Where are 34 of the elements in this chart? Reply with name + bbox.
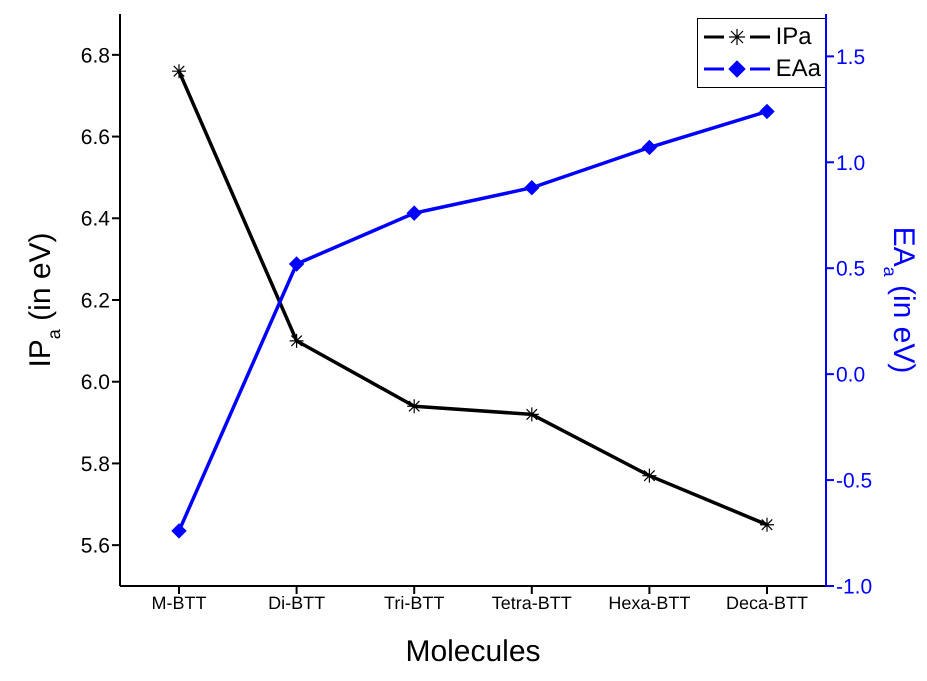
point (171, 64, 187, 79)
point (759, 517, 775, 532)
x-axis-title: Molecules (405, 635, 541, 668)
x-tick-label: Tri-BTT (384, 592, 444, 613)
point (642, 468, 657, 484)
y-tick-label: 6.8 (80, 44, 110, 68)
point (524, 180, 540, 196)
x-tick-label: Tetra-BTT (492, 592, 572, 613)
legend-label: IPa (776, 23, 812, 51)
y2-tick-label: 0.5 (836, 258, 866, 281)
y2-tick-label: 0.0 (836, 364, 866, 387)
point (406, 206, 422, 221)
legend-label: EAa (776, 55, 821, 83)
point (760, 104, 774, 119)
y-tick-label: 6.6 (80, 126, 110, 150)
y-tick-label: 6.0 (80, 371, 110, 394)
point (642, 140, 657, 155)
y-tick-label: 6.2 (80, 289, 110, 312)
x-tick-label: Di-BTT (268, 592, 326, 613)
y-tick-label: 5.6 (80, 534, 110, 558)
y2-tick-label: 1.0 (836, 152, 866, 175)
point (289, 333, 304, 348)
y2-tick-label: -1.0 (836, 575, 872, 598)
y2-tick-label: 1.5 (836, 46, 866, 69)
point (172, 523, 186, 538)
point (524, 406, 540, 422)
y2-tick-label: -0.5 (836, 470, 872, 493)
y-tick-label: 6.4 (80, 208, 110, 231)
point (289, 256, 304, 272)
x-tick-label: Hexa-BTT (608, 592, 690, 613)
y-tick-label: 5.8 (80, 452, 110, 476)
point (406, 398, 422, 414)
x-tick-label: Deca-BTT (726, 592, 808, 613)
x-tick-label: M-BTT (152, 592, 206, 613)
